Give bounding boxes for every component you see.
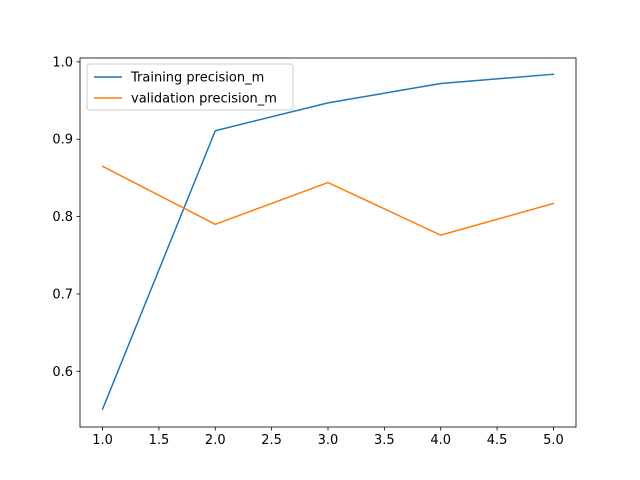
x-tick-label: 4.0 — [430, 433, 451, 448]
legend-box — [86, 63, 294, 111]
x-tick-label: 4.5 — [487, 433, 508, 448]
x-tick-label: 5.0 — [543, 433, 564, 448]
y-tick-label: 0.8 — [52, 210, 73, 225]
x-tick-label: 1.5 — [149, 433, 170, 448]
axes-frame — [79, 57, 577, 428]
y-tick-label: 0.7 — [52, 287, 73, 302]
y-tick-label: 0.9 — [52, 133, 73, 148]
x-tick-label: 2.0 — [205, 433, 226, 448]
ticks-layer: 1.0 1.5 2.0 2.5 3.0 3.5 4.0 4.5 5.0 0.6 0.7 0.8 0.9 1… — [52, 55, 577, 448]
legend: Training precision_m validation precision… — [86, 63, 294, 111]
legend-label: Training precision_m — [130, 71, 264, 86]
x-tick-label: 3.5 — [374, 433, 395, 448]
x-tick-label: 3.0 — [318, 433, 339, 448]
plot-layer — [101, 73, 555, 411]
legend-label: validation precision_m — [131, 92, 277, 107]
series-line-0 — [101, 73, 555, 411]
y-tick-label: 0.6 — [52, 365, 73, 380]
series-line-1 — [101, 165, 555, 236]
x-tick-label: 1.0 — [92, 433, 113, 448]
x-tick-label: 2.5 — [261, 433, 282, 448]
y-tick-label: 1.0 — [52, 55, 73, 70]
